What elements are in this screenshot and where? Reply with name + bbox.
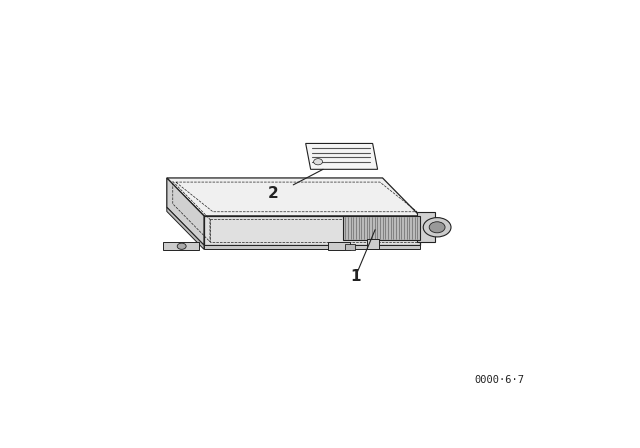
Polygon shape <box>306 143 378 169</box>
Polygon shape <box>163 242 199 250</box>
Circle shape <box>423 218 451 237</box>
Text: 1: 1 <box>350 269 360 284</box>
Polygon shape <box>346 244 355 250</box>
Circle shape <box>429 222 445 233</box>
Polygon shape <box>167 178 204 245</box>
Polygon shape <box>343 216 420 240</box>
Polygon shape <box>417 212 435 242</box>
Polygon shape <box>204 216 420 245</box>
Circle shape <box>177 243 186 250</box>
Polygon shape <box>328 242 350 250</box>
Polygon shape <box>204 245 420 250</box>
Polygon shape <box>167 207 204 250</box>
Circle shape <box>314 159 323 165</box>
Text: 0000·6·7: 0000·6·7 <box>474 375 524 385</box>
Text: 2: 2 <box>268 186 279 201</box>
Polygon shape <box>367 239 379 249</box>
Polygon shape <box>167 178 420 216</box>
